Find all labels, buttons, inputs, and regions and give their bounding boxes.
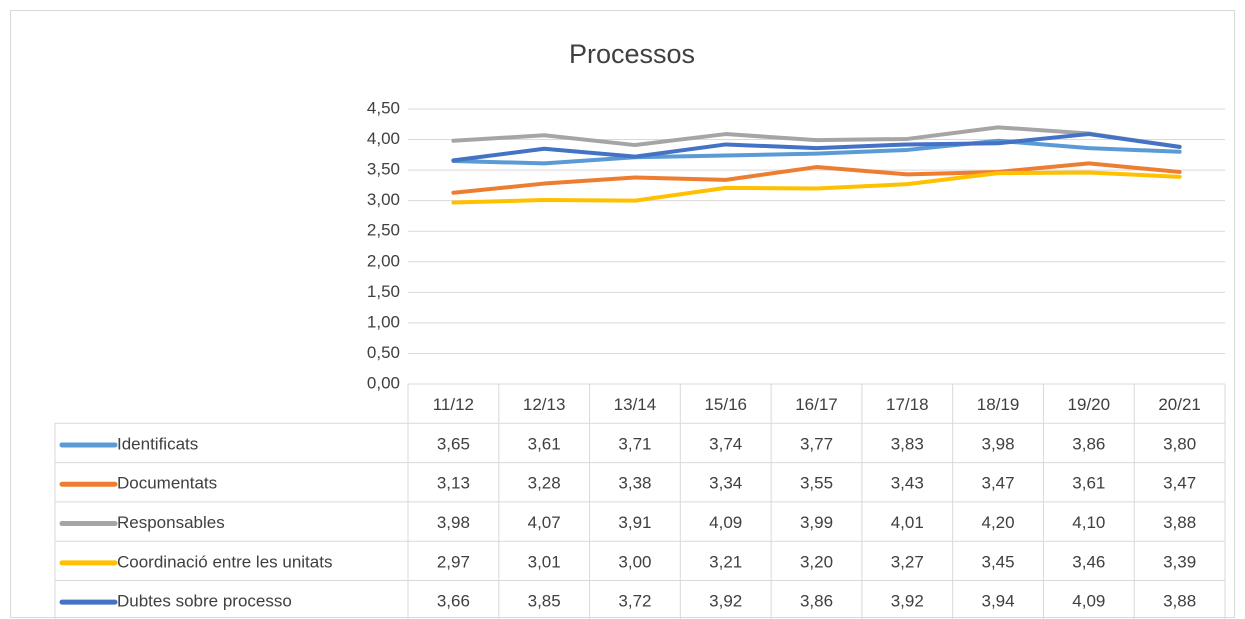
y-tick-label: 0,50 bbox=[367, 343, 400, 362]
table-value: 3,74 bbox=[709, 434, 742, 453]
table-value: 3,98 bbox=[437, 513, 470, 532]
legend-label: Dubtes sobre processo bbox=[117, 592, 292, 611]
x-tick-label: 15/16 bbox=[704, 395, 747, 414]
x-tick-label: 13/14 bbox=[614, 395, 657, 414]
table-value: 3,55 bbox=[800, 474, 833, 493]
table-value: 3,13 bbox=[437, 474, 470, 493]
x-tick-label: 12/13 bbox=[523, 395, 566, 414]
y-tick-label: 0,00 bbox=[367, 373, 400, 392]
table-value: 4,01 bbox=[891, 513, 924, 532]
table-value: 3,01 bbox=[528, 552, 561, 571]
legend-label: Coordinació entre les unitats bbox=[117, 552, 332, 571]
table-value: 4,20 bbox=[982, 513, 1015, 532]
table-value: 3,46 bbox=[1072, 552, 1105, 571]
table-value: 3,83 bbox=[891, 434, 924, 453]
y-tick-label: 1,00 bbox=[367, 312, 400, 331]
legend-label: Identificats bbox=[117, 434, 198, 453]
table-value: 3,47 bbox=[1163, 474, 1196, 493]
table-value: 3,99 bbox=[800, 513, 833, 532]
x-tick-label: 18/19 bbox=[977, 395, 1020, 414]
table-value: 3,80 bbox=[1163, 434, 1196, 453]
series-line bbox=[451, 125, 1182, 149]
series-line bbox=[451, 170, 1182, 205]
table-value: 3,39 bbox=[1163, 552, 1196, 571]
table-value: 3,86 bbox=[1072, 434, 1105, 453]
chart-title: Processos bbox=[569, 39, 695, 69]
y-tick-label: 3,00 bbox=[367, 190, 400, 209]
series-line bbox=[451, 132, 1182, 163]
table-value: 3,85 bbox=[528, 592, 561, 611]
x-tick-label: 16/17 bbox=[795, 395, 838, 414]
table-value: 3,66 bbox=[437, 592, 470, 611]
table-value: 3,65 bbox=[437, 434, 470, 453]
table-value: 4,10 bbox=[1072, 513, 1105, 532]
table-value: 3,88 bbox=[1163, 592, 1196, 611]
table-value: 3,21 bbox=[709, 552, 742, 571]
table-value: 3,45 bbox=[982, 552, 1015, 571]
table-value: 3,88 bbox=[1163, 513, 1196, 532]
x-tick-label: 19/20 bbox=[1068, 395, 1111, 414]
x-tick-label: 20/21 bbox=[1158, 395, 1201, 414]
x-tick-label: 11/12 bbox=[433, 395, 474, 414]
table-value: 3,98 bbox=[982, 434, 1015, 453]
y-tick-label: 1,50 bbox=[367, 282, 400, 301]
table-value: 3,61 bbox=[528, 434, 561, 453]
table-value: 3,92 bbox=[891, 592, 924, 611]
y-tick-label: 3,50 bbox=[367, 160, 400, 179]
table-value: 3,86 bbox=[800, 592, 833, 611]
y-tick-label: 4,50 bbox=[367, 98, 400, 117]
table-value: 4,09 bbox=[1072, 592, 1105, 611]
y-tick-label: 2,50 bbox=[367, 221, 400, 240]
table-value: 3,00 bbox=[618, 552, 651, 571]
chart-border bbox=[10, 10, 1235, 618]
table-value: 3,28 bbox=[528, 474, 561, 493]
y-tick-label: 2,00 bbox=[367, 251, 400, 270]
table-value: 3,20 bbox=[800, 552, 833, 571]
table-value: 3,77 bbox=[800, 434, 833, 453]
legend-label: Responsables bbox=[117, 513, 225, 532]
table-value: 3,91 bbox=[618, 513, 651, 532]
table-value: 3,43 bbox=[891, 474, 924, 493]
series-line bbox=[451, 138, 1182, 166]
table-value: 3,34 bbox=[709, 474, 742, 493]
x-tick-label: 17/18 bbox=[886, 395, 929, 414]
table-value: 3,61 bbox=[1072, 474, 1105, 493]
table-value: 2,97 bbox=[437, 552, 470, 571]
table-value: 3,71 bbox=[618, 434, 651, 453]
table-value: 4,09 bbox=[709, 513, 742, 532]
table-value: 3,92 bbox=[709, 592, 742, 611]
y-tick-label: 4,00 bbox=[367, 129, 400, 148]
table-value: 3,38 bbox=[618, 474, 651, 493]
table-value: 3,47 bbox=[982, 474, 1015, 493]
table-value: 3,94 bbox=[982, 592, 1015, 611]
table-value: 4,07 bbox=[528, 513, 561, 532]
legend-label: Documentats bbox=[117, 474, 217, 493]
table-value: 3,27 bbox=[891, 552, 924, 571]
series-line bbox=[451, 161, 1182, 195]
table-value: 3,72 bbox=[618, 592, 651, 611]
